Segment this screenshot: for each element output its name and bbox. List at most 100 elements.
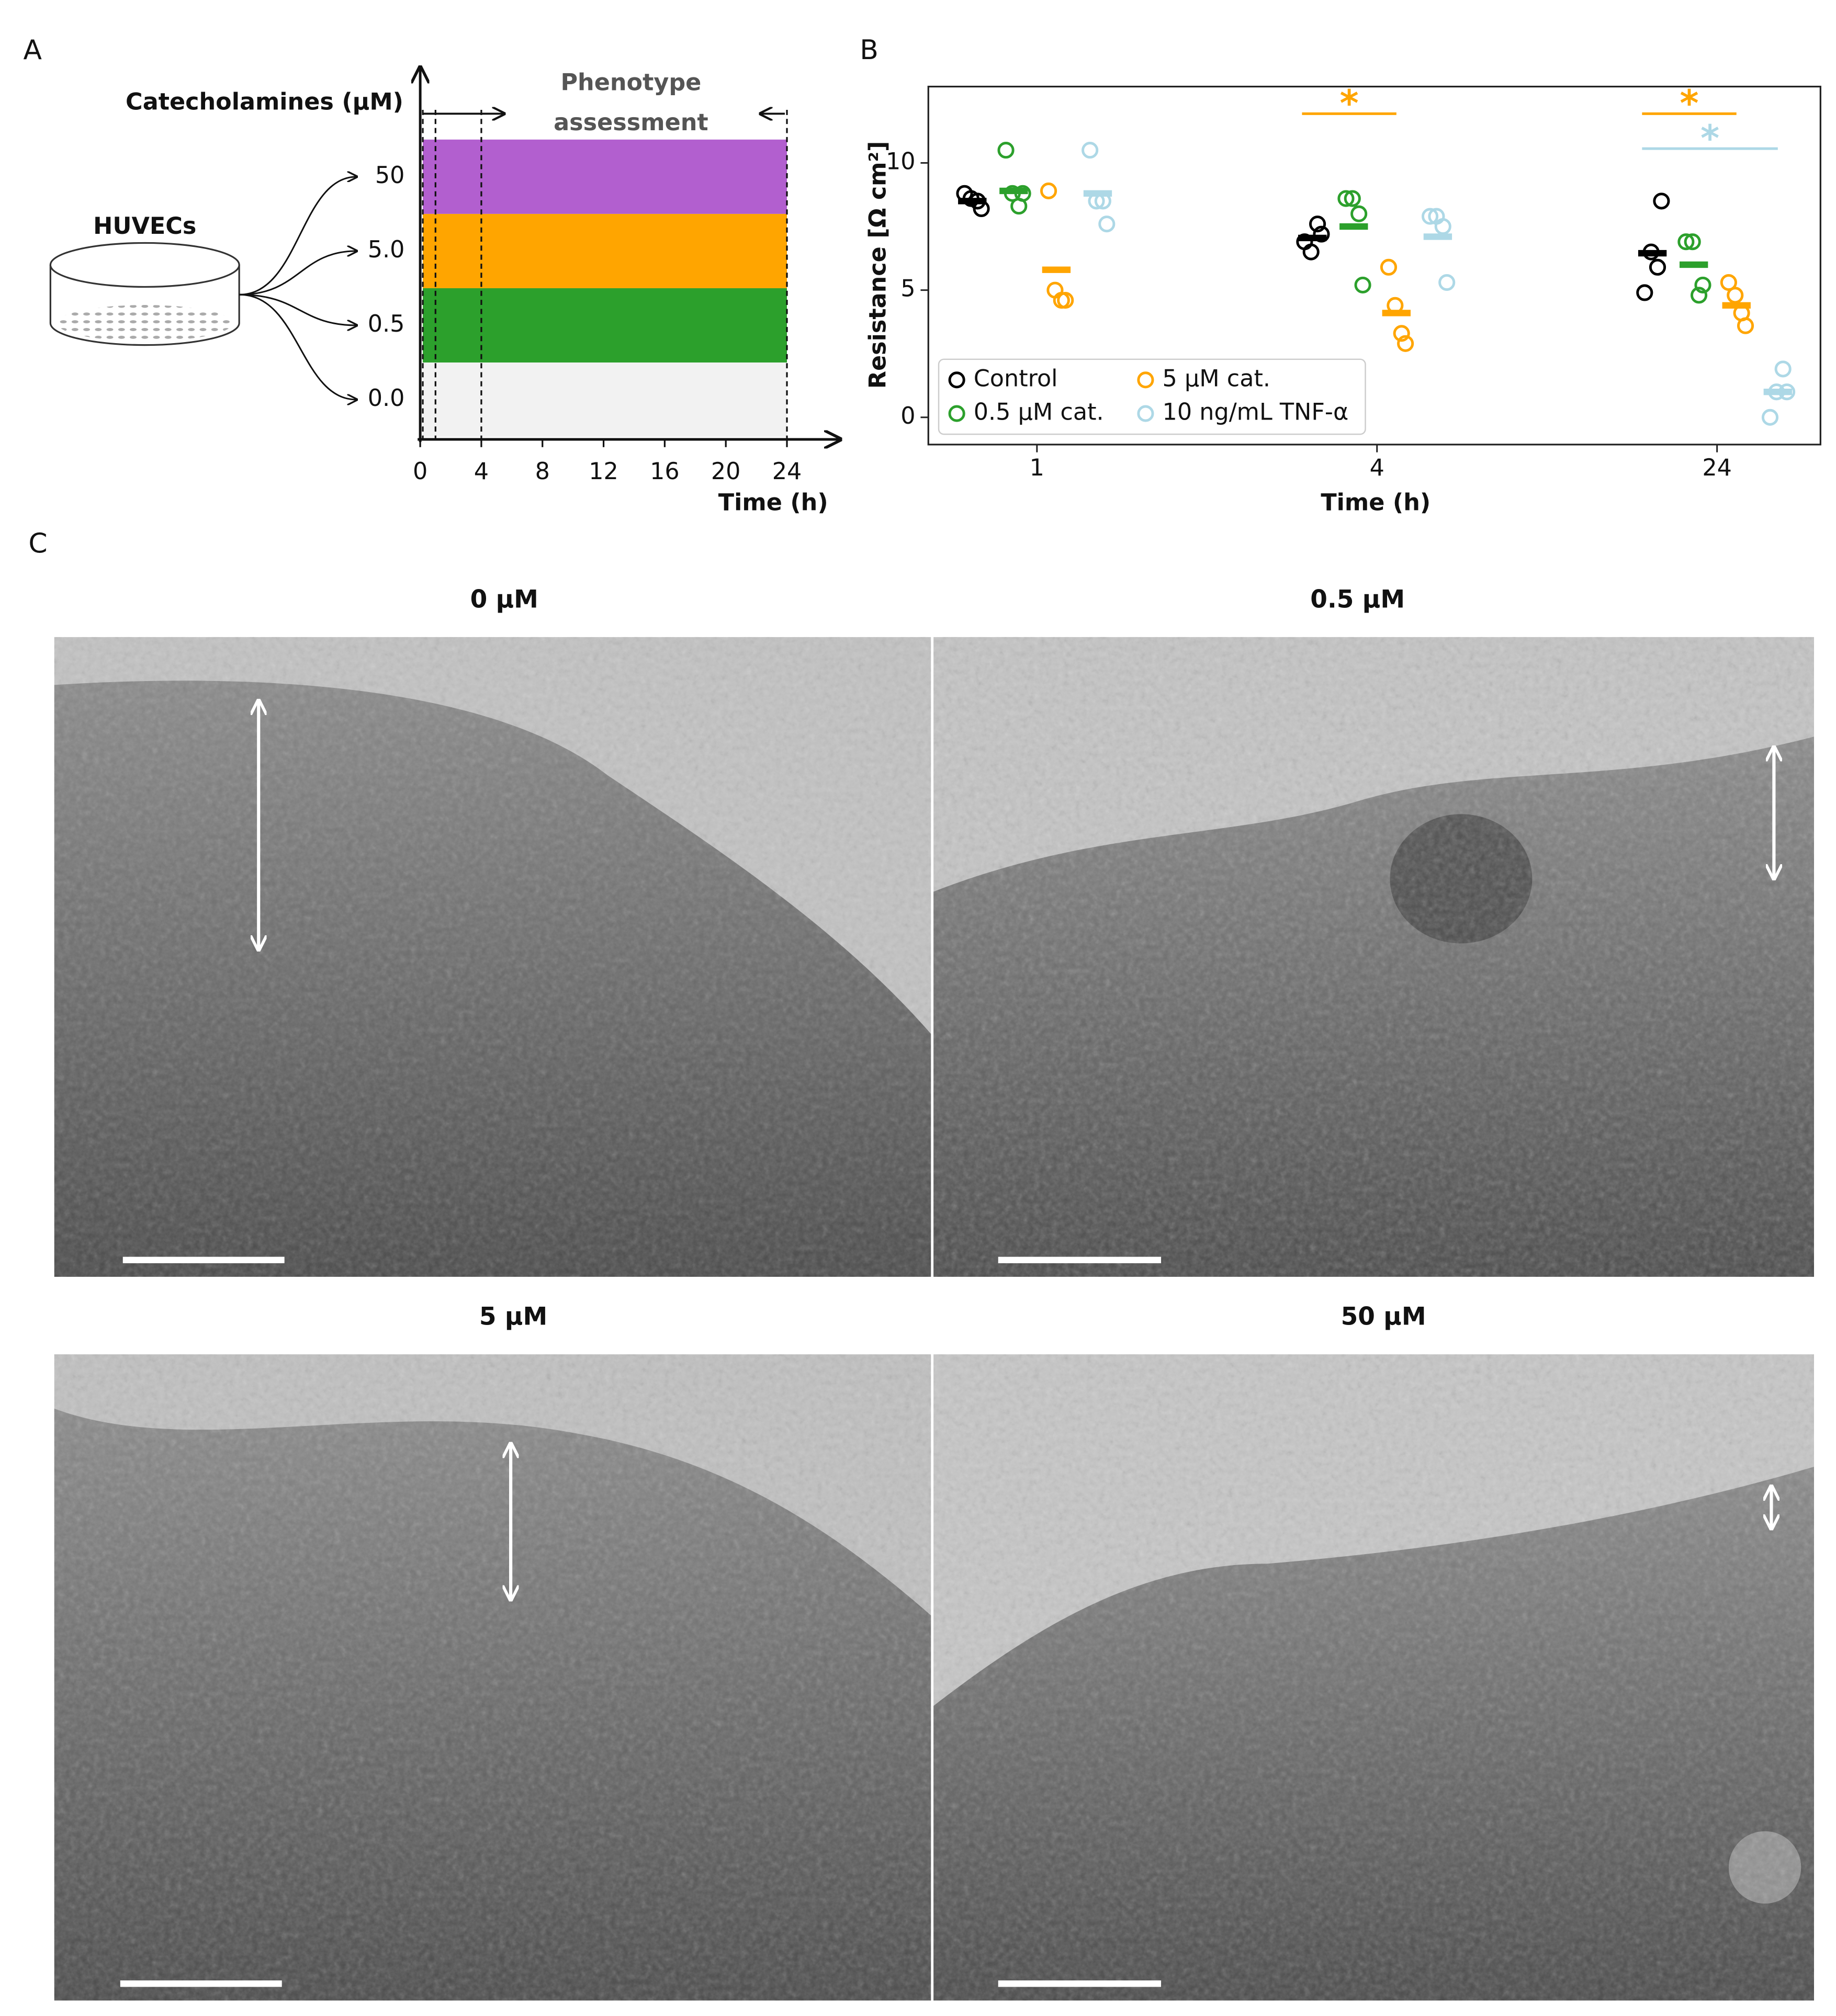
- micrograph-label: 50 µM: [1341, 1302, 1426, 1331]
- data-point: [1354, 276, 1371, 293]
- dish-cells: [57, 305, 233, 342]
- mean-bar: [1042, 266, 1071, 273]
- mean-bar: [1423, 233, 1452, 240]
- data-point: [1098, 216, 1116, 233]
- data-point: [1690, 287, 1708, 304]
- y-axis-label: Catecholamines (µM): [126, 89, 403, 116]
- mean-bar: [1083, 190, 1112, 197]
- x-axis-label: Time (h): [718, 490, 828, 516]
- data-point: [1636, 284, 1653, 301]
- concentration-band: [423, 139, 787, 214]
- y-tick-label: 0.0: [368, 385, 405, 412]
- data-point: [1677, 233, 1695, 251]
- data-point: [1057, 292, 1074, 309]
- significance-label: *: [1680, 83, 1698, 125]
- data-point: [997, 142, 1015, 159]
- branch-arrow: [239, 293, 357, 325]
- x-tick-label: 4: [1370, 455, 1384, 481]
- x-axis-label: Time (h): [1321, 490, 1430, 516]
- mean-bar: [958, 198, 987, 205]
- legend-marker: [1137, 405, 1154, 422]
- data-point: [1720, 274, 1737, 291]
- x-tick-label: 8: [535, 458, 550, 485]
- legend-label: Control: [974, 365, 1058, 392]
- x-tick-label: 4: [474, 458, 489, 485]
- branch-arrow: [239, 251, 357, 296]
- panel-label: C: [28, 528, 47, 560]
- data-point: [1393, 325, 1410, 342]
- legend-marker: [1137, 371, 1154, 389]
- micrograph-label: 0.5 µM: [1310, 585, 1405, 614]
- annotation: assessment: [554, 109, 708, 136]
- mean-bar: [1298, 234, 1327, 242]
- micrograph-panel: 0 µM 0.5 µM 5 µM 50 µM: [54, 585, 1814, 2001]
- data-point: [1761, 409, 1779, 426]
- x-tick-label: 1: [1030, 455, 1044, 481]
- data-point: [1302, 243, 1320, 261]
- legend-marker: [948, 405, 965, 422]
- mean-bar: [1722, 302, 1751, 309]
- source-label: HUVECs: [93, 213, 196, 240]
- data-point: [1422, 208, 1439, 225]
- data-point: [1727, 287, 1744, 304]
- annotation: Phenotype: [560, 70, 701, 96]
- branch-arrow: [239, 177, 357, 296]
- data-point: [1350, 205, 1368, 222]
- x-tick-label: 24: [1702, 455, 1732, 481]
- x-tick-label: 0: [413, 458, 427, 485]
- legend-marker: [948, 371, 965, 389]
- mean-bar: [1763, 389, 1792, 395]
- micrograph: [54, 1354, 931, 2001]
- data-point: [1397, 335, 1414, 352]
- micrograph: [933, 637, 1814, 1277]
- concentration-band: [423, 288, 787, 363]
- data-point: [1337, 190, 1355, 207]
- micrograph: [933, 1354, 1814, 2001]
- y-tick-label: 0: [900, 403, 915, 429]
- mean-bar: [1339, 223, 1368, 230]
- data-point: [1694, 276, 1711, 293]
- data-point: [1040, 182, 1057, 199]
- data-point: [1344, 190, 1361, 207]
- data-point: [1082, 142, 1099, 159]
- legend-label: 10 ng/mL TNF-α: [1163, 399, 1349, 426]
- data-point: [1313, 225, 1330, 243]
- dish-top: [49, 242, 240, 288]
- data-point: [1653, 192, 1670, 210]
- legend-label: 5 µM cat.: [1163, 365, 1271, 392]
- data-point: [1309, 216, 1326, 233]
- y-tick-label: 5.0: [368, 236, 405, 263]
- legend-box: [938, 358, 1366, 435]
- data-point: [1380, 258, 1398, 276]
- data-point: [1737, 317, 1754, 334]
- x-tick-label: 16: [650, 458, 680, 485]
- mean-bar: [1382, 310, 1411, 316]
- data-point: [1438, 274, 1456, 291]
- data-point: [1774, 360, 1792, 378]
- y-tick-label: 50: [375, 162, 405, 189]
- y-tick-label: 5: [900, 276, 915, 302]
- x-tick-label: 20: [711, 458, 741, 485]
- micrograph: [54, 637, 931, 1277]
- panel-label: A: [23, 35, 42, 66]
- x-tick-label: 12: [589, 458, 618, 485]
- mean-bar: [1638, 250, 1667, 257]
- panel-label: B: [860, 35, 878, 66]
- concentration-band: [423, 213, 787, 288]
- y-tick-label: 0.5: [368, 311, 405, 337]
- micrograph-label: 5 µM: [479, 1302, 547, 1331]
- y-tick-label: 10: [886, 148, 916, 175]
- plot-frame: [927, 85, 1821, 446]
- micrograph-label: 0 µM: [470, 585, 538, 614]
- y-axis-label: Resistance [Ω cm²]: [864, 141, 891, 389]
- branch-arrow: [239, 293, 357, 400]
- significance-label: *: [1700, 118, 1719, 160]
- mean-bar: [1679, 261, 1708, 268]
- concentration-band: [423, 362, 787, 437]
- significance-label: *: [1340, 83, 1359, 125]
- x-tick-label: 24: [772, 458, 802, 485]
- data-point: [1649, 258, 1666, 276]
- panel-a: HUVECs Catecholamines (µM) Time (h) Phen…: [49, 70, 828, 516]
